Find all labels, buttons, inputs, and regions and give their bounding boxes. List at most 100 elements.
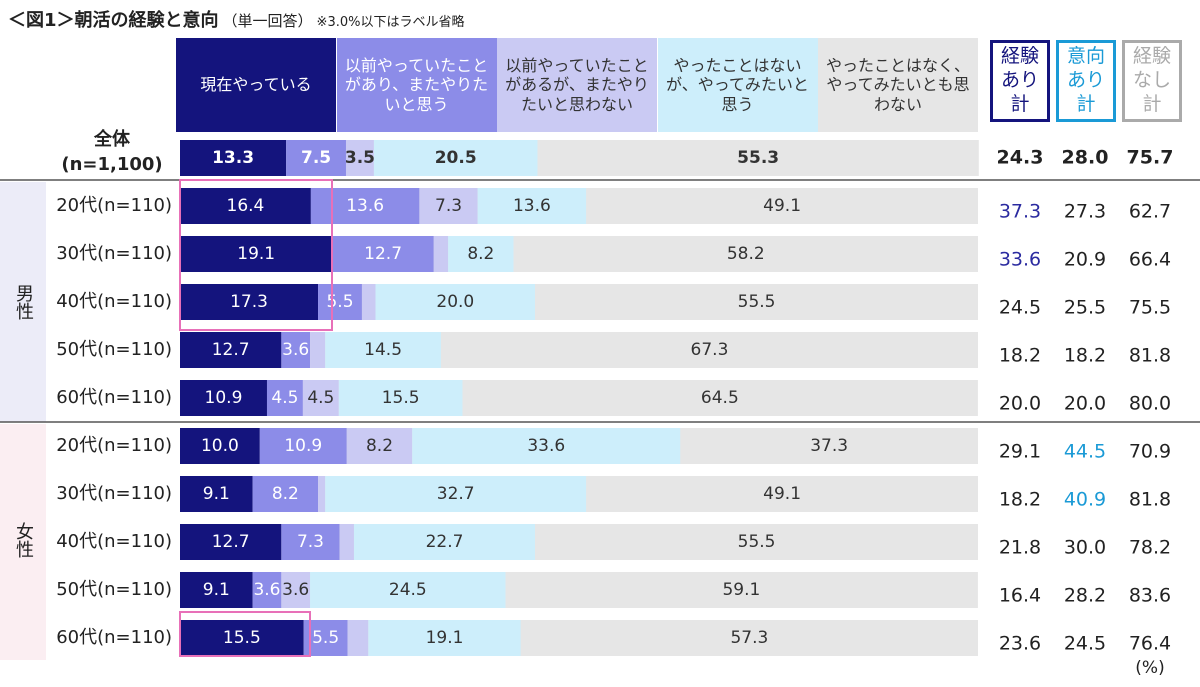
series-header: やったことはないが、やってみたいと思う — [657, 38, 818, 132]
data-label: 16.4 — [227, 196, 265, 216]
data-label: 15.5 — [382, 388, 420, 408]
bar-segment — [520, 620, 978, 656]
data-label: 12.7 — [212, 532, 250, 552]
data-label: 9.1 — [203, 580, 230, 600]
bar-segment — [310, 332, 326, 368]
bar-segment — [347, 620, 369, 656]
data-label: 10.9 — [205, 388, 243, 408]
bar-segment — [180, 284, 319, 320]
data-label: 15.5 — [223, 628, 261, 648]
bar-segment — [318, 476, 326, 512]
total-value: 28.0 — [1062, 147, 1109, 169]
bar-segment — [310, 188, 420, 224]
series-header: 以前やっていたことがあるが、またやりたいと思わない — [497, 38, 657, 132]
bar-segment — [180, 332, 282, 368]
bar-segment — [286, 140, 346, 176]
header: ＜図1＞朝活の経験と意向 （単一回答） ※3.0%以下はラベル省略 — [8, 6, 464, 32]
total-value: 75.5 — [1129, 297, 1171, 319]
data-label: 22.7 — [426, 532, 464, 552]
data-label: 49.1 — [763, 196, 801, 216]
group-band — [0, 424, 46, 660]
data-label: 19.1 — [426, 628, 464, 648]
bar-segment — [462, 380, 978, 416]
bar-segment — [180, 236, 333, 272]
category-label: (n=1,100) — [61, 154, 162, 175]
bar-segment — [180, 572, 253, 608]
bar-segment — [318, 284, 362, 320]
bar-segment — [346, 428, 413, 464]
bar-segment — [325, 332, 441, 368]
note: ※3.0%以下はラベル省略 — [316, 15, 465, 30]
total-value: 78.2 — [1129, 537, 1171, 559]
data-label: 5.5 — [326, 292, 353, 312]
bar-segment — [332, 236, 434, 272]
bar-segment — [281, 332, 311, 368]
totals-header: 経験 あり計 — [990, 40, 1050, 122]
bar-segment — [361, 284, 376, 320]
data-label: 7.3 — [435, 196, 462, 216]
data-label: 13.3 — [212, 148, 254, 168]
category-label: 60代(n=110) — [56, 627, 172, 648]
total-value: 20.9 — [1064, 249, 1106, 271]
bar-segment — [477, 188, 587, 224]
data-label: 10.9 — [284, 436, 322, 456]
highlight-box — [179, 611, 311, 657]
bar-segment — [180, 188, 311, 224]
total-value: 23.6 — [999, 633, 1041, 655]
data-label: 3.5 — [345, 148, 375, 168]
highlight-box — [179, 179, 333, 331]
data-label: 8.2 — [272, 484, 299, 504]
data-label: 33.6 — [527, 436, 565, 456]
bar-segment — [339, 524, 354, 560]
bar-segment — [375, 284, 536, 320]
total-value: 30.0 — [1064, 537, 1106, 559]
series-header: 現在やっている — [176, 38, 336, 132]
total-value: 18.2 — [1064, 345, 1106, 367]
bar-segment — [586, 476, 978, 512]
total-value: 25.5 — [1064, 297, 1106, 319]
total-value: 24.5 — [999, 297, 1041, 319]
category-label: 40代(n=110) — [56, 531, 172, 552]
bar-segment — [513, 236, 978, 272]
data-label: 12.7 — [364, 244, 402, 264]
bars: 13.3 7.5 3.5 20.5 55.3 16.4 13.6 7.3 13.6 49.1 19.… — [180, 140, 979, 656]
data-label: 59.1 — [722, 580, 760, 600]
total-value: 81.8 — [1129, 345, 1171, 367]
bar-segment — [180, 620, 304, 656]
bar-segment — [310, 572, 506, 608]
bar-segment — [281, 524, 340, 560]
bar-segment — [180, 476, 253, 512]
total-value: 27.3 — [1064, 201, 1106, 223]
data-label: 8.2 — [467, 244, 494, 264]
bar-segment — [448, 236, 514, 272]
category-label: 20代(n=110) — [56, 435, 172, 456]
bar-segment — [252, 476, 319, 512]
data-label: 20.5 — [435, 148, 477, 168]
data-label: 13.6 — [513, 196, 551, 216]
overall-label: 全体 — [93, 128, 131, 150]
bar-segment — [180, 428, 260, 464]
category-label: 60代(n=110) — [56, 387, 172, 408]
group-label: 女性 — [13, 522, 34, 558]
total-value: 20.0 — [999, 393, 1041, 415]
bar-segment — [325, 476, 587, 512]
bar-segment — [373, 140, 538, 176]
total-value: 33.6 — [999, 249, 1041, 271]
data-label: 4.5 — [307, 388, 334, 408]
bar-segment — [345, 140, 374, 176]
total-value: 21.8 — [999, 537, 1041, 559]
total-value: 62.7 — [1129, 201, 1171, 223]
total-value: 20.0 — [1064, 393, 1106, 415]
category-label: 30代(n=110) — [56, 243, 172, 264]
data-label: 58.2 — [727, 244, 765, 264]
data-label: 55.5 — [738, 292, 776, 312]
category-label: 40代(n=110) — [56, 291, 172, 312]
category-label: 30代(n=110) — [56, 483, 172, 504]
data-label: 8.2 — [366, 436, 393, 456]
title: ＜図1＞朝活の経験と意向 — [8, 10, 219, 31]
bar-segment — [505, 572, 978, 608]
unit: (%) — [1135, 658, 1164, 678]
total-value: 16.4 — [999, 585, 1041, 607]
data-label: 49.1 — [763, 484, 801, 504]
group-label: 男性 — [13, 284, 34, 320]
